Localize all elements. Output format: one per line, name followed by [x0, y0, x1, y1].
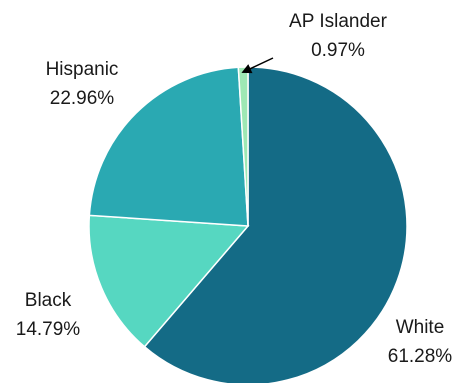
slice-value-ap-islander: 0.97% — [311, 40, 365, 61]
pie-slice-hispanic — [88, 66, 249, 227]
slice-label-white: White — [396, 317, 445, 338]
slice-label-hispanic: Hispanic — [46, 59, 119, 80]
data-labels: White 61.28% Black 14.79% Hispanic 22.96% AP I… — [16, 11, 453, 367]
leader-line-ap-islander — [241, 57, 274, 74]
slice-value-black: 14.79% — [16, 319, 81, 340]
pie-slice-black — [88, 214, 250, 348]
slice-value-white: 61.28% — [388, 346, 453, 367]
leader-lines — [241, 57, 274, 74]
slice-value-hispanic: 22.96% — [50, 88, 115, 109]
slice-label-black: Black — [25, 290, 72, 311]
pie-slices — [88, 66, 408, 386]
slice-label-ap-islander: AP Islander — [289, 11, 388, 32]
